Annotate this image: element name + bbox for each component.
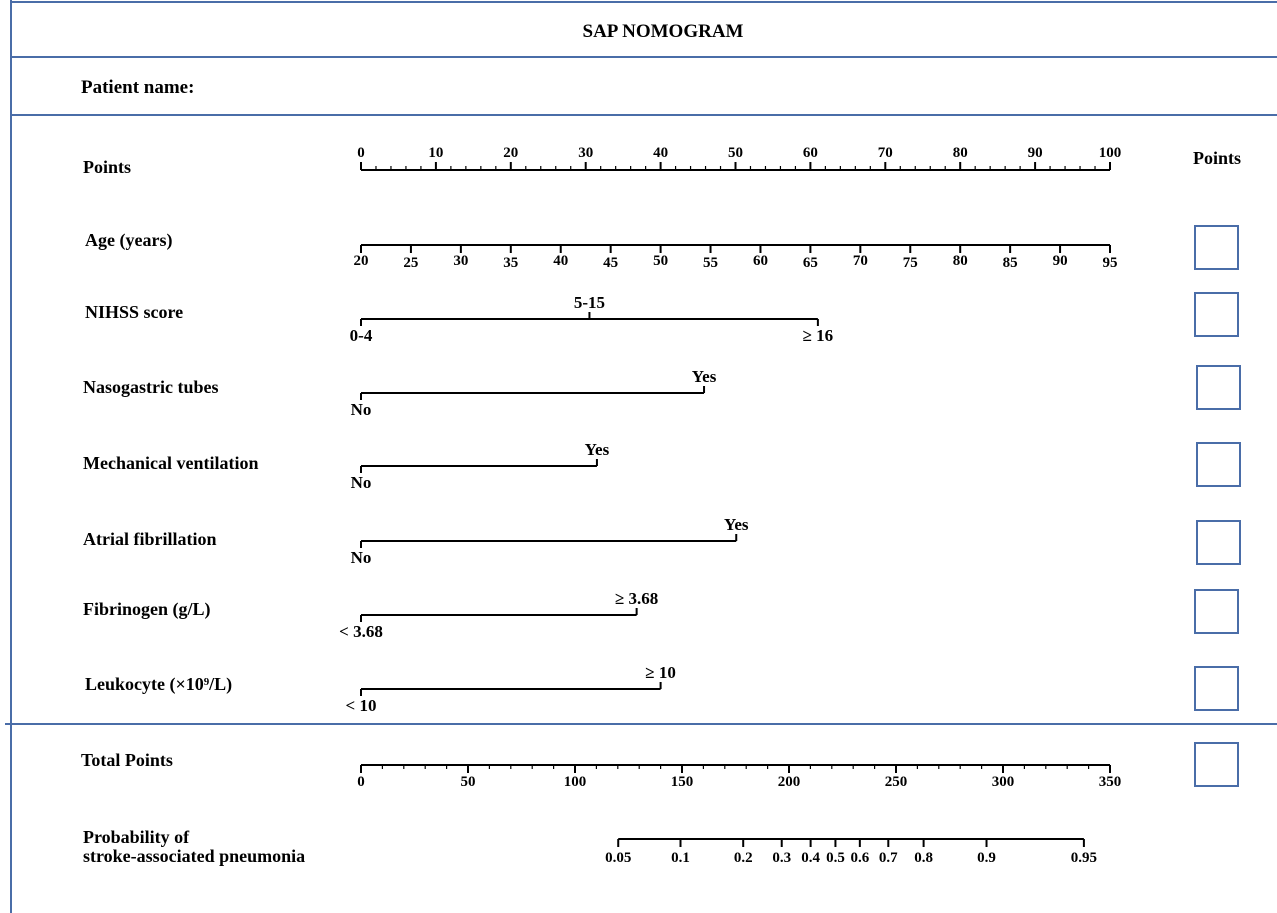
points-tick-label: 60 — [803, 145, 818, 161]
probability-tick-label: 0.95 — [1071, 850, 1097, 866]
total-tick-label: 350 — [1099, 774, 1122, 790]
age-tick-label: 25 — [403, 255, 418, 271]
probability-tick-label: 0.05 — [605, 850, 631, 866]
af-category-label: No — [351, 548, 372, 567]
age-tick-label: 20 — [354, 253, 369, 269]
age-tick-label: 50 — [653, 253, 668, 269]
leukocyte-row-label: Leukocyte (×10⁹/L) — [85, 674, 232, 695]
total-points-box[interactable] — [1194, 742, 1239, 787]
total-tick-label: 50 — [461, 774, 476, 790]
probability-tick-label: 0.1 — [671, 850, 690, 866]
probability-axis: 0.05 0.1 0.2 0.3 0.4 0.5 0.6 0.7 0.8 0.9 0.95 — [605, 838, 1097, 866]
age-tick-label: 90 — [1053, 253, 1068, 269]
age-row-label: Age (years) — [85, 230, 172, 251]
nihss-row-label: NIHSS score — [85, 302, 183, 322]
age-tick-label: 60 — [753, 253, 768, 269]
nomogram-title: SAP NOMOGRAM — [583, 21, 744, 42]
af-row-label: Atrial fibrillation — [83, 529, 217, 549]
fibrinogen-row-label: Fibrinogen (g/L) — [83, 599, 211, 620]
nasogastric-category-label: No — [351, 400, 372, 419]
probability-tick-label: 0.5 — [826, 850, 845, 866]
nihss-category-label: 0-4 — [350, 326, 373, 345]
points-tick-label: 20 — [503, 145, 518, 161]
probability-tick-label: 0.7 — [879, 850, 898, 866]
total-tick-label: 300 — [992, 774, 1015, 790]
total-points-axis: 0 50 100 150 200 250 300 350 — [357, 764, 1122, 790]
points-scale-axis: 0 10 20 30 40 50 60 70 80 90 100 — [357, 145, 1122, 171]
leukocyte-points-box[interactable] — [1194, 666, 1239, 711]
nasogastric-category-label: Yes — [692, 367, 717, 386]
points-tick-label: 90 — [1028, 145, 1043, 161]
probability-tick-label: 0.2 — [734, 850, 753, 866]
fibrinogen-category-label: < 3.68 — [339, 622, 383, 641]
nasogastric-scale-axis: No Yes — [351, 367, 717, 419]
leukocyte-category-label: < 10 — [346, 696, 377, 715]
points-tick-label: 0 — [357, 145, 365, 161]
age-tick-label: 85 — [1003, 255, 1018, 271]
age-tick-label: 55 — [703, 255, 718, 271]
points-tick-label: 70 — [878, 145, 893, 161]
age-tick-label: 95 — [1103, 255, 1118, 271]
points-tick-label: 10 — [428, 145, 443, 161]
total-tick-label: 100 — [564, 774, 587, 790]
total-tick-label: 150 — [671, 774, 694, 790]
nasogastric-points-box[interactable] — [1196, 365, 1241, 410]
probability-tick-label: 0.4 — [801, 850, 820, 866]
age-tick-label: 40 — [553, 253, 568, 269]
leukocyte-scale-axis: < 10 ≥ 10 — [346, 663, 676, 715]
total-tick-label: 200 — [778, 774, 801, 790]
probability-label-line2: stroke-associated pneumonia — [83, 846, 305, 866]
ventilation-scale-axis: No Yes — [351, 440, 610, 492]
leukocyte-category-label: ≥ 10 — [645, 663, 676, 682]
total-tick-label: 0 — [357, 774, 365, 790]
nasogastric-row-label: Nasogastric tubes — [83, 377, 219, 397]
fibrinogen-scale-axis: < 3.68 ≥ 3.68 — [339, 589, 658, 641]
fibrinogen-points-box[interactable] — [1194, 589, 1239, 634]
total-tick-label: 250 — [885, 774, 908, 790]
fibrinogen-category-label: ≥ 3.68 — [615, 589, 658, 608]
age-tick-label: 35 — [503, 255, 518, 271]
age-tick-label: 65 — [803, 255, 818, 271]
age-tick-label: 70 — [853, 253, 868, 269]
af-category-label: Yes — [724, 515, 749, 534]
ventilation-row-label: Mechanical ventilation — [83, 453, 258, 473]
points-row-label: Points — [83, 157, 131, 177]
probability-label-line1: Probability of — [83, 827, 190, 847]
patient-name-label: Patient name: — [81, 77, 194, 98]
age-points-box[interactable] — [1194, 225, 1239, 270]
probability-tick-label: 0.6 — [850, 850, 869, 866]
ventilation-points-box[interactable] — [1196, 442, 1241, 487]
points-tick-label: 100 — [1099, 145, 1122, 161]
probability-tick-label: 0.9 — [977, 850, 996, 866]
af-scale-axis: No Yes — [351, 515, 749, 567]
nihss-points-box[interactable] — [1194, 292, 1239, 337]
points-tick-label: 30 — [578, 145, 593, 161]
nihss-category-label: ≥ 16 — [803, 326, 834, 345]
nihss-category-label: 5-15 — [574, 293, 605, 312]
probability-tick-label: 0.3 — [772, 850, 791, 866]
probability-tick-label: 0.8 — [914, 850, 933, 866]
points-tick-label: 40 — [653, 145, 668, 161]
nihss-scale-axis: 0-4 5-15 ≥ 16 — [350, 293, 834, 345]
total-points-label: Total Points — [81, 750, 173, 770]
age-tick-label: 30 — [453, 253, 468, 269]
age-tick-label: 75 — [903, 255, 918, 271]
age-tick-label: 45 — [603, 255, 618, 271]
age-tick-label: 80 — [953, 253, 968, 269]
ventilation-category-label: Yes — [585, 440, 610, 459]
points-tick-label: 80 — [953, 145, 968, 161]
points-column-header: Points — [1193, 148, 1241, 168]
af-points-box[interactable] — [1196, 520, 1241, 565]
points-tick-label: 50 — [728, 145, 743, 161]
ventilation-category-label: No — [351, 473, 372, 492]
age-scale-axis: 20 25 30 35 40 45 50 55 60 65 70 75 80 85 90 95 — [354, 244, 1118, 271]
